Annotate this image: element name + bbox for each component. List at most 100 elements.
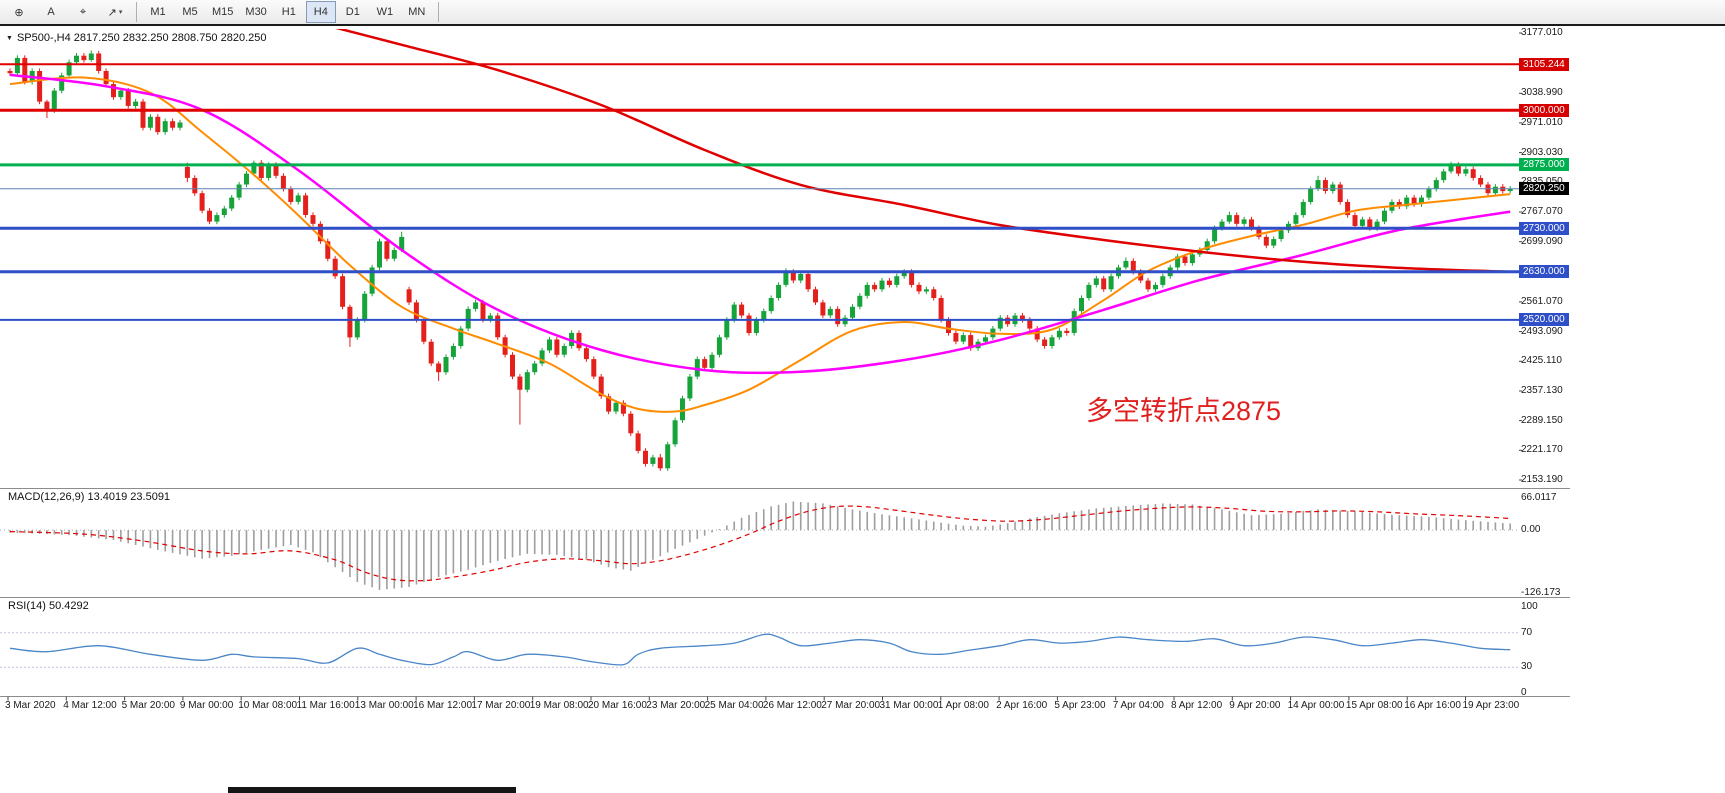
candle-body — [391, 250, 397, 259]
candle-body — [753, 319, 759, 333]
timeframe-label: H1 — [281, 6, 296, 18]
toolbar-separator — [437, 2, 439, 22]
candle-body — [1034, 328, 1040, 340]
candle-body — [155, 116, 161, 133]
timeframe-m5-button[interactable]: M5 — [175, 1, 205, 23]
candle-body — [1086, 284, 1092, 298]
candle-body — [731, 304, 737, 320]
candle-body — [428, 341, 434, 364]
candle-body — [606, 396, 612, 412]
candle-body — [177, 122, 183, 128]
candle-body — [1027, 319, 1033, 329]
candle-body — [465, 308, 471, 329]
crosshair-tool-button[interactable]: ⊕ — [4, 1, 34, 23]
candle-body — [916, 284, 922, 292]
timeframe-mn-button[interactable]: MN — [402, 1, 432, 23]
dropdown-caret-icon: ▾ — [118, 9, 123, 16]
candle-body — [739, 304, 745, 316]
candle-body — [1396, 202, 1402, 207]
timeframe-h1-button[interactable]: H1 — [274, 1, 304, 23]
candle-body — [88, 53, 94, 60]
candle-body — [946, 319, 951, 333]
candle-body — [1293, 215, 1299, 224]
timeframe-m30-button[interactable]: M30 — [240, 1, 271, 23]
candle-body — [1345, 202, 1351, 216]
candle-body — [340, 276, 346, 307]
candle-body — [1189, 254, 1195, 264]
candle-body — [37, 71, 43, 102]
candle-body — [1226, 215, 1232, 222]
candle-body — [1249, 219, 1254, 229]
candle-body — [1330, 184, 1336, 191]
candle-body — [273, 164, 279, 176]
candle-body — [583, 348, 589, 360]
candle-body — [813, 289, 818, 303]
candle-body — [672, 420, 678, 445]
candle-body — [901, 271, 907, 277]
candle-body — [547, 339, 552, 351]
candle-body — [960, 335, 966, 342]
candle-body — [96, 53, 102, 71]
candle-body — [1374, 221, 1380, 229]
timeframe-d1-button[interactable]: D1 — [338, 1, 368, 23]
candle-body — [1411, 197, 1417, 205]
candle-body — [1463, 169, 1469, 174]
candle-body — [51, 90, 57, 111]
candle-body — [1175, 256, 1181, 268]
text-label-tool-button[interactable]: A — [36, 1, 66, 23]
candle-body — [776, 284, 782, 298]
toolbar: ⊕ A ⌖ ↗ ▾ M1 M5 M15 M30 H1 H4 D1 W1 MN — [0, 0, 1725, 26]
taskbar-edge — [228, 787, 516, 793]
candle-body — [1108, 276, 1114, 290]
candle-body — [406, 289, 412, 303]
candle-body — [1049, 337, 1055, 346]
candle-body — [7, 71, 13, 74]
candle-body — [207, 210, 212, 222]
macd-signal-line — [9, 505, 1511, 582]
candle-body — [1308, 188, 1314, 202]
candle-body — [1241, 219, 1247, 224]
timeframe-w1-button[interactable]: W1 — [370, 1, 400, 23]
candle-body — [1263, 236, 1269, 246]
candle-body — [1478, 178, 1484, 185]
candle-body — [1433, 180, 1439, 189]
candle-body — [524, 372, 530, 390]
arrows-tool-button[interactable]: ↗ ▾ — [100, 1, 130, 23]
candle-body — [251, 162, 257, 174]
candle-body — [1160, 276, 1166, 285]
candle-body — [968, 335, 974, 349]
candle-body — [1300, 202, 1306, 216]
candle-body — [354, 319, 360, 338]
candle-body — [628, 413, 634, 434]
candle-body — [761, 311, 767, 320]
candle-body — [1315, 180, 1321, 189]
candle-body — [1056, 330, 1062, 338]
timeframe-m15-button[interactable]: M15 — [207, 1, 238, 23]
candle-body — [805, 274, 811, 290]
candle-body — [561, 346, 567, 355]
timeframe-m1-button[interactable]: M1 — [143, 1, 173, 23]
candle-body — [539, 350, 545, 364]
candle-body — [295, 195, 301, 202]
candle-body — [362, 293, 368, 320]
candle-body — [436, 363, 442, 373]
candle-body — [694, 359, 700, 377]
candle-body — [613, 402, 619, 412]
candle-body — [229, 197, 235, 209]
candle-body — [1441, 171, 1447, 181]
text-label-tool-icon: A — [47, 6, 55, 18]
cursor-tool-button[interactable]: ⌖ — [68, 1, 98, 23]
candle-body — [746, 315, 752, 333]
candle-body — [983, 337, 988, 342]
candle-body — [59, 75, 65, 91]
timeframe-h4-button[interactable]: H4 — [305, 1, 336, 23]
ma-fast-line — [9, 76, 1511, 413]
candle-body — [369, 267, 375, 294]
candle-body — [716, 337, 722, 355]
candle-body — [487, 315, 493, 320]
candle-body — [635, 433, 641, 451]
candle-body — [266, 164, 272, 178]
candle-body — [280, 175, 286, 189]
candle-body — [827, 308, 833, 316]
